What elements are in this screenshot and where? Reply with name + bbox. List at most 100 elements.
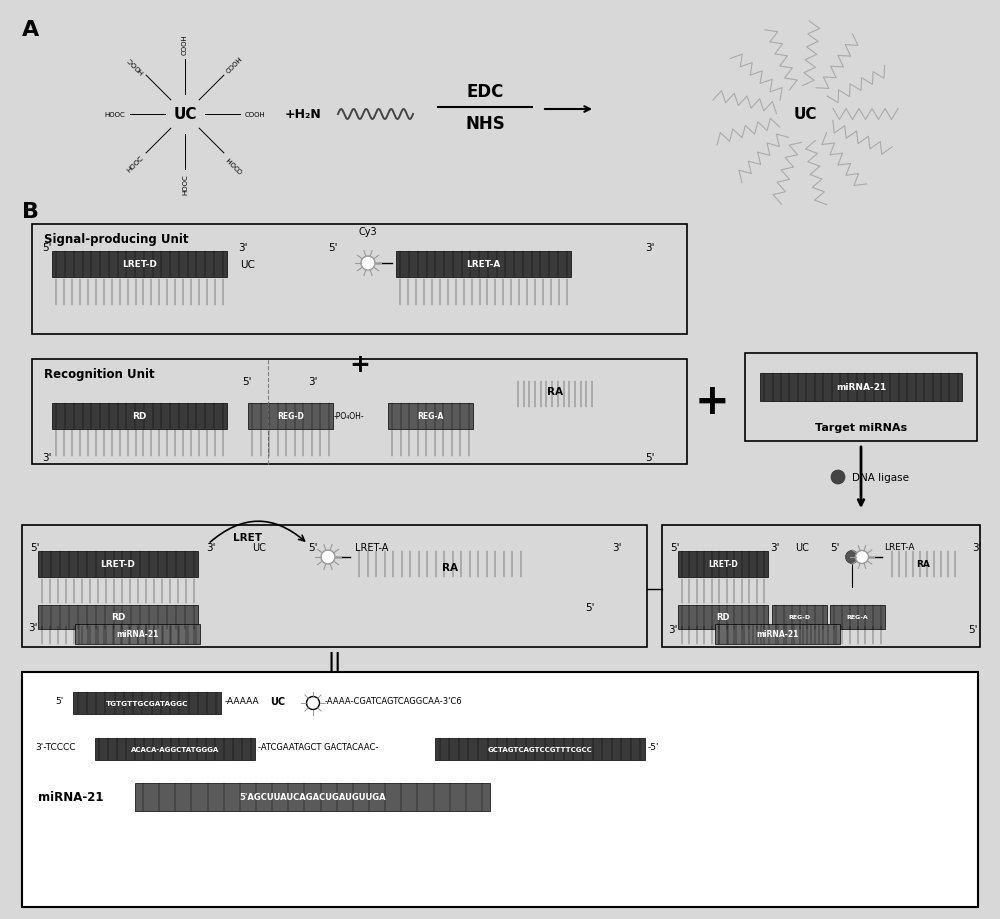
Text: Target miRNAs: Target miRNAs <box>815 423 907 433</box>
Bar <box>135 783 490 811</box>
Circle shape <box>321 550 335 564</box>
FancyBboxPatch shape <box>32 225 687 335</box>
Text: 5': 5' <box>670 542 680 552</box>
FancyBboxPatch shape <box>662 526 980 647</box>
Text: A: A <box>22 20 39 40</box>
Text: UC: UC <box>793 108 817 122</box>
Text: UC: UC <box>173 108 197 122</box>
Text: Cy3: Cy3 <box>359 227 377 237</box>
Text: +H₂N: +H₂N <box>285 108 322 121</box>
Bar <box>396 252 571 278</box>
Text: 5': 5' <box>968 624 978 634</box>
Bar <box>760 374 962 402</box>
Text: NHS: NHS <box>465 115 505 133</box>
FancyBboxPatch shape <box>22 526 647 647</box>
Text: LRET-A: LRET-A <box>355 542 388 552</box>
Text: TGTGTTGCGATAGGC: TGTGTTGCGATAGGC <box>106 700 188 706</box>
Text: 5': 5' <box>830 542 840 552</box>
Text: REG-D: REG-D <box>277 412 304 421</box>
Bar <box>75 624 200 644</box>
Text: GCTAGTCAGTCCGTTTCGCC: GCTAGTCAGTCCGTTTCGCC <box>488 746 592 752</box>
Text: EDC: EDC <box>466 83 504 101</box>
Text: miRNA-21: miRNA-21 <box>836 383 886 392</box>
Text: HOOC: HOOC <box>126 155 145 174</box>
Text: RA: RA <box>916 560 930 569</box>
Text: LRET: LRET <box>234 532 262 542</box>
Text: REG-A: REG-A <box>417 412 444 421</box>
Text: 3': 3' <box>308 377 318 387</box>
Text: 3': 3' <box>206 542 216 552</box>
Text: 5'AGCUUAUCAGACUGAUGUUGA: 5'AGCUUAUCAGACUGAUGUUGA <box>239 792 386 801</box>
Text: COOH: COOH <box>182 35 188 55</box>
Circle shape <box>361 256 375 271</box>
Text: 5': 5' <box>585 602 594 612</box>
Text: HOOC: HOOC <box>126 56 145 74</box>
Text: 3': 3' <box>28 622 38 632</box>
Text: 3': 3' <box>972 542 982 552</box>
Text: LRET-D: LRET-D <box>122 260 157 269</box>
Text: RA: RA <box>547 387 563 397</box>
Text: +: + <box>350 353 370 377</box>
Text: 5': 5' <box>328 243 338 253</box>
Text: Signal-producing Unit: Signal-producing Unit <box>44 233 188 245</box>
Text: 5': 5' <box>242 377 252 387</box>
Text: COOH: COOH <box>245 112 265 118</box>
Bar <box>38 606 198 630</box>
Text: HOOC: HOOC <box>182 175 188 195</box>
Circle shape <box>306 697 320 709</box>
Text: -AAAAA: -AAAAA <box>225 697 260 706</box>
Bar <box>715 624 840 644</box>
Bar <box>678 551 768 577</box>
Text: -PO₄OH-: -PO₄OH- <box>334 412 365 421</box>
Text: miRNA-21: miRNA-21 <box>38 790 104 803</box>
Text: -AAAA-CGATCAGTCAGGCAA-3'C6: -AAAA-CGATCAGTCAGGCAA-3'C6 <box>325 697 463 706</box>
Text: 5': 5' <box>308 542 318 552</box>
Text: REG-D: REG-D <box>788 615 811 619</box>
Text: miRNA-21: miRNA-21 <box>756 630 799 639</box>
Circle shape <box>846 550 858 564</box>
FancyBboxPatch shape <box>32 359 687 464</box>
Text: LRET-D: LRET-D <box>101 560 135 569</box>
Bar <box>248 403 333 429</box>
Text: RD: RD <box>111 613 125 622</box>
Bar <box>830 606 885 630</box>
Text: RD: RD <box>132 412 147 421</box>
Bar <box>678 606 768 630</box>
Bar <box>95 738 255 760</box>
FancyBboxPatch shape <box>745 354 977 441</box>
Bar <box>772 606 827 630</box>
FancyBboxPatch shape <box>22 673 978 907</box>
Text: DNA ligase: DNA ligase <box>852 472 909 482</box>
Text: HOOC: HOOC <box>105 112 125 118</box>
Text: LRET-A: LRET-A <box>466 260 501 269</box>
Text: COOH: COOH <box>225 155 244 174</box>
Text: -5': -5' <box>648 743 660 752</box>
Text: miRNA-21: miRNA-21 <box>116 630 159 639</box>
Bar <box>73 692 221 714</box>
Circle shape <box>831 471 845 484</box>
Bar <box>435 738 645 760</box>
Text: RA: RA <box>442 562 458 573</box>
Text: 3'-TCCCC: 3'-TCCCC <box>35 743 76 752</box>
Text: UC: UC <box>252 542 266 552</box>
Text: 3': 3' <box>238 243 248 253</box>
Text: -ATCGAATAGCT GACTACAAC-: -ATCGAATAGCT GACTACAAC- <box>258 743 378 752</box>
Text: COOH: COOH <box>225 56 244 74</box>
Text: ||: || <box>328 652 342 671</box>
Text: 5': 5' <box>646 452 655 462</box>
Text: LRET-D: LRET-D <box>708 560 738 569</box>
Bar <box>52 403 227 429</box>
Bar <box>52 252 227 278</box>
Text: 3': 3' <box>42 452 52 462</box>
Bar <box>38 551 198 577</box>
Text: 3': 3' <box>770 542 780 552</box>
Text: RD: RD <box>716 613 730 622</box>
Bar <box>388 403 473 429</box>
Text: UC: UC <box>240 260 255 269</box>
Text: UC: UC <box>795 542 809 552</box>
Text: +: + <box>695 380 729 423</box>
Text: 3': 3' <box>668 624 678 634</box>
Text: 3': 3' <box>612 542 622 552</box>
Text: REG-A: REG-A <box>847 615 868 619</box>
Text: 3': 3' <box>646 243 655 253</box>
